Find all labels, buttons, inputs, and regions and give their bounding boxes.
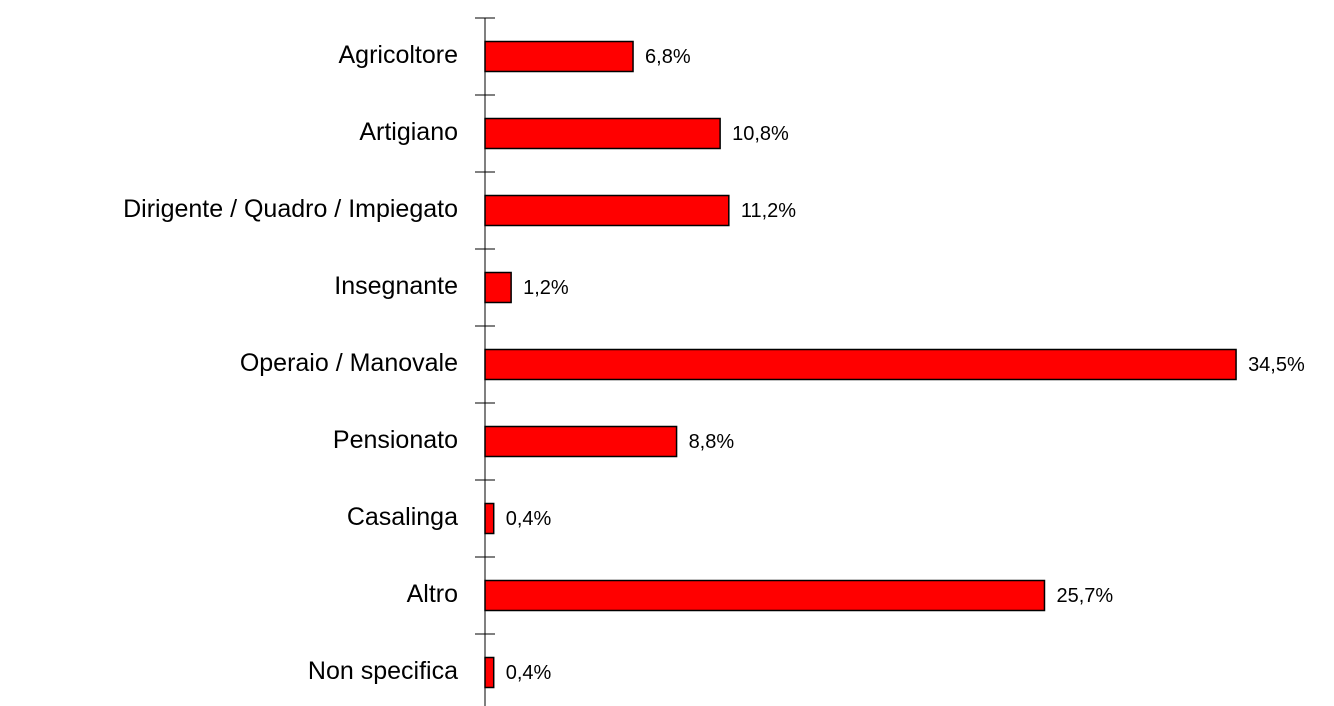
value-label: 1,2%	[523, 277, 569, 299]
value-label: 0,4%	[506, 662, 552, 684]
bar	[484, 348, 1237, 381]
bar	[484, 579, 1046, 612]
value-label: 11,2%	[741, 200, 796, 222]
value-label: 10,8%	[732, 123, 789, 145]
value-label: 0,4%	[506, 508, 552, 530]
value-label: 34,5%	[1248, 354, 1305, 376]
category-label: Altro	[407, 580, 458, 608]
bar	[484, 194, 730, 227]
category-label: Artigiano	[359, 118, 458, 146]
category-label: Casalinga	[347, 503, 458, 531]
bar	[484, 502, 495, 535]
category-label: Operaio / Manovale	[240, 349, 458, 377]
bar	[484, 117, 721, 150]
category-label: Non specifica	[308, 657, 458, 685]
bar	[484, 40, 634, 73]
category-label: Agricoltore	[339, 41, 459, 69]
value-label: 6,8%	[645, 46, 691, 68]
value-label: 25,7%	[1056, 585, 1113, 607]
category-label: Dirigente / Quadro / Impiegato	[123, 195, 458, 223]
value-label: 8,8%	[689, 431, 735, 453]
bar	[484, 271, 512, 304]
bar	[484, 425, 678, 458]
category-label: Pensionato	[333, 426, 458, 454]
category-label: Insegnante	[334, 272, 458, 300]
bar	[484, 656, 495, 689]
